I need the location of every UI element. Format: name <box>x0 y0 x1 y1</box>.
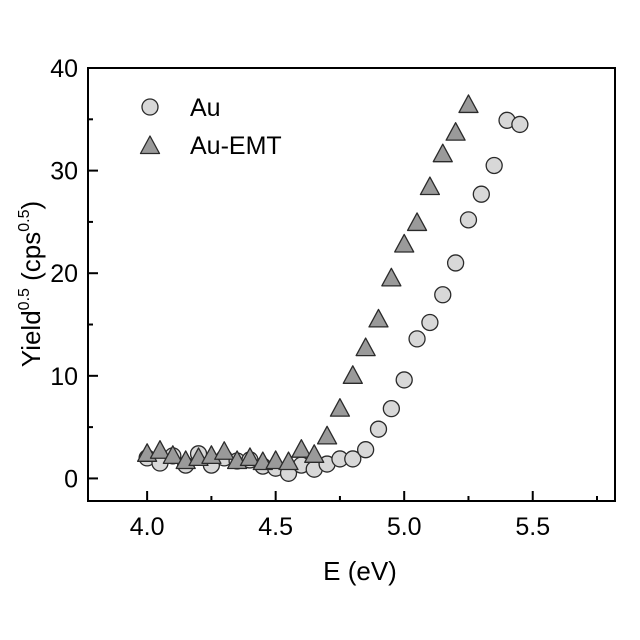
data-point-circle <box>409 331 425 347</box>
legend: Au Au-EMT <box>141 94 282 160</box>
data-point-circle <box>512 116 528 132</box>
y-tick-label: 10 <box>50 363 78 391</box>
y-axis-title-unit-close: ) <box>16 201 46 210</box>
data-point-triangle <box>446 123 465 141</box>
x-tick-label: 5.5 <box>515 513 550 541</box>
data-point-triangle <box>215 442 234 460</box>
y-axis-title: Yield0.5 (cps0.5) <box>16 201 46 367</box>
y-axis-title-base: Yield <box>16 310 46 367</box>
y-tick-label: 20 <box>50 260 78 288</box>
x-tick-label: 5.0 <box>387 513 422 541</box>
data-point-triangle <box>330 399 349 417</box>
data-point-triangle <box>420 177 439 195</box>
plot-frame <box>88 68 615 501</box>
data-point-triangle <box>433 144 452 162</box>
data-point-triangle <box>292 440 311 458</box>
data-point-triangle <box>395 234 414 252</box>
data-point-circle <box>486 157 502 173</box>
data-point-circle <box>358 442 374 458</box>
data-point-triangle <box>150 441 169 459</box>
data-point-circle <box>448 255 464 271</box>
legend-label: Au <box>190 94 221 122</box>
data-point-triangle <box>408 213 427 231</box>
y-axis-title-unit: (cps <box>16 232 46 288</box>
data-point-triangle <box>369 309 388 327</box>
data-point-triangle <box>343 366 362 384</box>
legend-marker-triangle <box>141 136 160 154</box>
data-point-circle <box>473 186 489 202</box>
data-point-circle <box>383 401 399 417</box>
x-tick-label: 4.5 <box>258 513 293 541</box>
x-axis-title: E (eV) <box>323 556 397 586</box>
data-point-circle <box>396 372 412 388</box>
data-point-circle <box>460 212 476 228</box>
data-point-triangle <box>382 268 401 286</box>
data-point-triangle <box>356 338 375 356</box>
data-point-triangle <box>459 95 478 113</box>
series-au <box>139 112 528 481</box>
y-tick-label: 40 <box>50 55 78 83</box>
legend-label: Au-EMT <box>190 132 282 160</box>
legend-marker-circle <box>142 99 158 115</box>
y-tick-label: 30 <box>50 158 78 186</box>
data-point-circle <box>370 421 386 437</box>
y-tick-label: 0 <box>64 465 78 493</box>
y-axis-title-unit-sup: 0.5 <box>16 209 33 231</box>
y-axis-title-sup: 0.5 <box>16 288 33 310</box>
x-tick-label: 4.0 <box>130 513 165 541</box>
data-point-triangle <box>318 426 337 444</box>
data-point-circle <box>435 287 451 303</box>
series-au-emt <box>138 95 478 470</box>
data-point-circle <box>422 314 438 330</box>
